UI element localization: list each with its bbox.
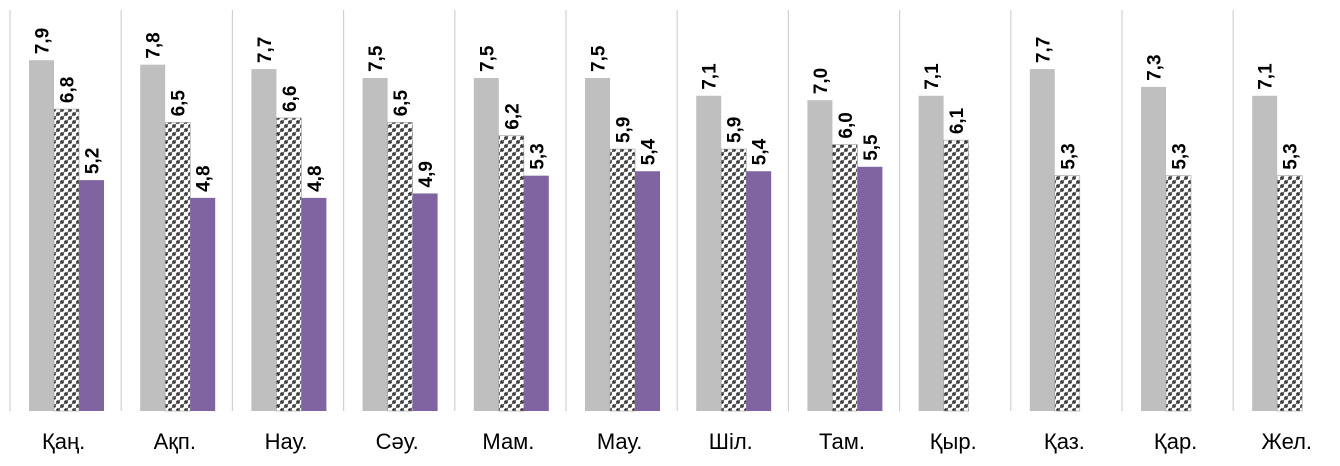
bar-series1-10 [1029, 69, 1055, 412]
category-label-3: Нау. [265, 429, 308, 454]
bar-series2-3 [276, 117, 302, 412]
category-label-5: Мам. [482, 429, 534, 454]
data-label-series1-8: 7,0 [811, 68, 832, 94]
category-label-1: Қаң. [42, 429, 85, 454]
bar-series2-11 [1165, 175, 1192, 412]
bar-series2-12 [1276, 175, 1303, 412]
data-label-series1-1: 7,9 [33, 28, 54, 54]
bar-series2-7 [720, 148, 747, 412]
data-label-series1-7: 7,1 [700, 63, 721, 90]
bar-series3-7 [746, 171, 772, 411]
data-label-series2-2: 6,5 [169, 90, 190, 117]
data-label-series1-3: 7,7 [255, 37, 276, 63]
bar-series2-9 [943, 139, 969, 412]
data-label-series2-8: 6,0 [836, 112, 857, 138]
category-labels-group: Қаң. Ақп. Нау. Сәу. Мам. Мау. Шіл. Там. Қыр. Қаз.… [42, 429, 1312, 454]
category-dividers [9, 10, 1234, 411]
data-label-series2-11: 5,3 [1170, 143, 1191, 169]
bar-series2-5 [498, 135, 525, 412]
data-label-series1-10: 7,7 [1033, 37, 1054, 63]
bar-series3-8 [857, 166, 883, 411]
data-label-series3-3: 4,8 [305, 165, 326, 191]
bar-series2-6 [609, 148, 636, 412]
data-label-series3-7: 5,4 [750, 138, 771, 165]
bar-series2-2 [164, 122, 191, 412]
data-label-series2-5: 6,2 [502, 103, 523, 129]
bar-series1-7 [696, 95, 722, 411]
data-label-series2-1: 6,8 [58, 77, 79, 103]
bar-series1-2 [140, 64, 166, 412]
data-label-series2-7: 5,9 [725, 117, 746, 143]
bar-series3-5 [523, 175, 549, 411]
category-label-10: Қаз. [1044, 429, 1085, 454]
category-label-9: Қыр. [930, 429, 977, 454]
bar-series3-1 [79, 180, 104, 411]
bar-series1-11 [1141, 86, 1166, 411]
bar-series3-6 [635, 171, 660, 411]
category-label-12: Жел. [1262, 429, 1313, 454]
data-label-series2-4: 6,5 [391, 90, 412, 117]
data-label-series2-3: 6,6 [280, 86, 301, 112]
bar-series3-2 [190, 197, 216, 411]
data-labels-group: 7,96,85,27,86,54,87,76,64,87,56,54,97,56… [33, 28, 1302, 192]
data-label-series3-6: 5,4 [639, 138, 660, 165]
bar-series3-4 [412, 193, 438, 411]
bar-series2-4 [387, 122, 413, 412]
category-label-7: Шіл. [709, 429, 753, 454]
bar-series2-1 [53, 108, 80, 412]
bar-series1-8 [807, 100, 833, 411]
data-label-series1-11: 7,3 [1145, 54, 1166, 80]
data-label-series1-9: 7,1 [922, 63, 943, 90]
bar-series1-3 [251, 69, 277, 412]
data-label-series1-12: 7,1 [1256, 63, 1277, 90]
data-label-series1-5: 7,5 [477, 45, 498, 72]
category-label-8: Там. [819, 429, 865, 454]
bar-series2-8 [832, 144, 858, 412]
category-label-4: Сәу. [376, 429, 419, 454]
bar-series1-1 [29, 60, 54, 412]
bar-series1-5 [473, 78, 499, 411]
bar-series2-10 [1054, 175, 1081, 412]
data-label-series3-4: 4,9 [416, 161, 437, 187]
data-label-series1-4: 7,5 [366, 45, 387, 72]
data-label-series2-10: 5,3 [1058, 143, 1079, 169]
data-label-series1-2: 7,8 [144, 32, 165, 58]
bar-series1-12 [1252, 95, 1278, 411]
category-label-11: Қар. [1154, 429, 1197, 454]
data-label-series1-6: 7,5 [589, 45, 610, 72]
data-label-series3-5: 5,3 [527, 143, 548, 169]
data-label-series3-1: 5,2 [83, 148, 104, 174]
bars-group [29, 60, 1303, 412]
data-label-series3-2: 4,8 [194, 165, 215, 191]
bar-series1-9 [918, 95, 944, 411]
data-label-series2-6: 5,9 [614, 117, 635, 143]
bar-series1-4 [362, 78, 388, 411]
category-label-6: Мау. [597, 429, 642, 454]
bar-series3-3 [301, 197, 327, 411]
data-label-series2-9: 6,1 [947, 107, 968, 134]
bar-series1-6 [585, 78, 610, 411]
data-label-series3-8: 5,5 [861, 134, 882, 161]
data-label-series2-12: 5,3 [1281, 143, 1302, 169]
category-label-2: Ақп. [154, 429, 196, 454]
